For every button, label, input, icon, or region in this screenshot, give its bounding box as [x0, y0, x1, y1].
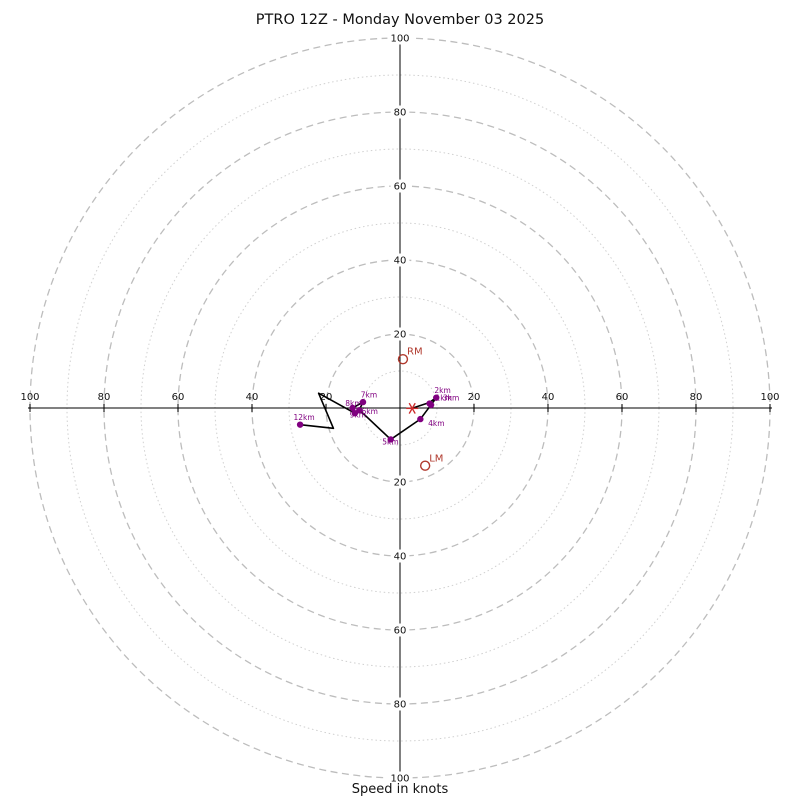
- svg-text:100: 100: [20, 392, 39, 403]
- svg-text:60: 60: [394, 626, 407, 637]
- svg-text:80: 80: [394, 108, 407, 119]
- svg-text:80: 80: [394, 700, 407, 711]
- svg-text:60: 60: [172, 392, 185, 403]
- altitude-label-12km: 12km: [293, 413, 314, 422]
- x-axis-label: Speed in knots: [351, 782, 449, 797]
- svg-text:20: 20: [468, 392, 481, 403]
- svg-text:60: 60: [394, 182, 407, 193]
- svg-text:40: 40: [246, 392, 259, 403]
- altitude-label-4km: 4km: [428, 419, 444, 428]
- motion-marker-rm: [397, 353, 409, 365]
- motion-label-lm: LM: [429, 453, 443, 464]
- altitude-label-8km: 8km: [345, 399, 361, 408]
- svg-text:40: 40: [394, 552, 407, 563]
- svg-text:80: 80: [690, 392, 703, 403]
- chart-title: PTRO 12Z - Monday November 03 2025: [255, 12, 545, 28]
- svg-text:20: 20: [394, 330, 407, 341]
- motion-label-rm: RM: [407, 347, 423, 358]
- motion-marker-lm: [419, 460, 431, 471]
- svg-text:80: 80: [98, 392, 111, 403]
- svg-text:100: 100: [390, 774, 409, 785]
- altitude-label-5km: 5km: [382, 437, 398, 446]
- altitude-label-3km: 3km: [443, 394, 459, 403]
- svg-text:100: 100: [390, 34, 409, 45]
- svg-text:60: 60: [616, 392, 629, 403]
- svg-text:20: 20: [394, 478, 407, 489]
- svg-text:40: 40: [542, 392, 555, 403]
- svg-text:100: 100: [760, 392, 779, 403]
- altitude-label-9km: 9km: [350, 411, 366, 420]
- altitude-label-7km: 7km: [361, 391, 377, 400]
- svg-text:40: 40: [394, 256, 407, 267]
- altitude-label-1km: 1km: [436, 394, 452, 403]
- altitude-label-6km: 6km: [362, 407, 378, 416]
- altitude-label-2km: 2km: [434, 386, 450, 395]
